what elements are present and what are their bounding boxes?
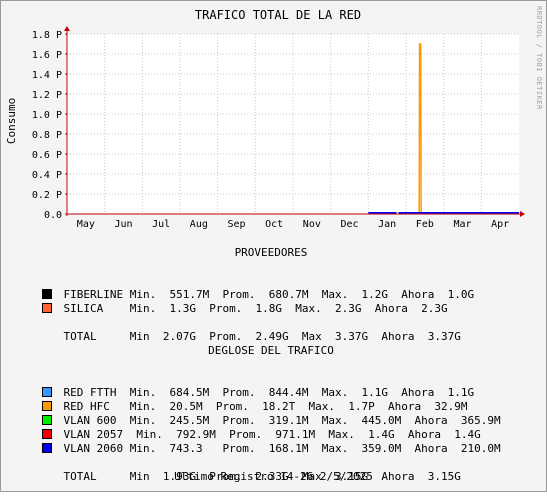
- y-tick-label: 0.0: [44, 210, 62, 221]
- legend-swatch: [41, 387, 52, 397]
- legend-text: RED FTTH Min. 684.5M Prom. 844.4M Max. 1…: [63, 386, 475, 399]
- x-tick-label: Jun: [114, 219, 132, 230]
- y-tick-label: 1.8 P: [32, 30, 62, 41]
- x-axis-arrow: [520, 211, 525, 217]
- x-tick-label: Jan: [378, 219, 396, 230]
- desglose-total: TOTAL Min 1.93G Prom. 2.33G Max 3.15G Ah…: [15, 456, 461, 483]
- legend-text: RED HFC Min. 20.5M Prom. 18.2T Max. 1.7P…: [63, 400, 468, 413]
- legend-text: SILICA Min. 1.3G Prom. 1.8G Max. 2.3G Ah…: [63, 302, 448, 315]
- y-tick-label: 1.6 P: [32, 50, 62, 61]
- y-axis-arrow: [64, 26, 70, 31]
- x-tick-label: Sep: [227, 219, 245, 230]
- y-tick-label: 0.6 P: [32, 150, 62, 161]
- y-tick-label: 0.2 P: [32, 190, 62, 201]
- legend-swatch: [41, 429, 52, 439]
- y-tick-label: 0.8 P: [32, 130, 62, 141]
- axes: [64, 26, 525, 217]
- legend-text: FIBERLINE Min. 551.7M Prom. 680.7M Max. …: [63, 288, 475, 301]
- series-line: [418, 43, 422, 215]
- legend-swatch: [41, 303, 52, 313]
- y-axis-label: Consumo: [5, 98, 18, 144]
- y-tick-label: 1.2 P: [32, 90, 62, 101]
- x-tick-label: Nov: [303, 219, 321, 230]
- legend-row-silica: SILICA Min. 1.3G Prom. 1.8G Max. 2.3G Ah…: [15, 288, 448, 315]
- legend-text: VLAN 600 Min. 245.5M Prom. 319.1M Max. 4…: [63, 414, 501, 427]
- last-update: Ultimo Registro 14-26 2/5/2025: [174, 470, 373, 483]
- legend-row-vlan-600: VLAN 600 Min. 245.5M Prom. 319.1M Max. 4…: [15, 400, 501, 427]
- chart-title: TRAFICO TOTAL DE LA RED: [195, 8, 361, 22]
- y-tick-label: 0.4 P: [32, 170, 62, 181]
- legend-row-red-hfc: RED HFC Min. 20.5M Prom. 18.2T Max. 1.7P…: [15, 386, 467, 413]
- total-text: TOTAL Min 2.07G Prom. 2.49G Max 3.37G Ah…: [63, 330, 461, 343]
- legend-swatch: [41, 289, 52, 299]
- x-tick-label: Dec: [340, 219, 358, 230]
- x-ticks: May Jun Jul Aug Sep Oct Nov Dec Jan Feb Mar Apr: [77, 219, 509, 230]
- desglose-title: DEGLOSE DEL TRAFICO: [208, 344, 334, 357]
- x-tick-label: Jul: [152, 219, 170, 230]
- x-tick-label: Oct: [265, 219, 283, 230]
- legend-swatch: [41, 401, 52, 411]
- traffic-chart: TRAFICO TOTAL DE LA RED Consumo RRDTOOL …: [5, 6, 543, 230]
- total-text: TOTAL Min 1.93G Prom. 2.33G Max 3.15G Ah…: [63, 470, 461, 483]
- legend-row-vlan-2060: VLAN 2060 Min. 743.3 Prom. 168.1M Max. 3…: [15, 428, 501, 455]
- series-layer: [368, 43, 519, 215]
- legend-row-fiberline: FIBERLINE Min. 551.7M Prom. 680.7M Max. …: [15, 274, 474, 301]
- legend-row-red-ftth: RED FTTH Min. 684.5M Prom. 844.4M Max. 1…: [15, 372, 474, 399]
- x-tick-label: Apr: [491, 219, 509, 230]
- x-tick-label: May: [77, 219, 95, 230]
- legend-swatch: [41, 443, 52, 453]
- x-tick-label: Aug: [190, 219, 208, 230]
- legend-swatch: [41, 415, 52, 425]
- watermark: RRDTOOL / TOBI OETIKER: [535, 6, 543, 110]
- y-ticks: 0.0 0.2 P 0.4 P 0.6 P 0.8 P 1.0 P 1.2 P 1.4 P 1.…: [32, 30, 62, 221]
- legend-row-vlan-2057: VLAN 2057 Min. 792.9M Prom. 971.1M Max. …: [15, 414, 481, 441]
- x-tick-label: Feb: [416, 219, 434, 230]
- legend-text: VLAN 2057 Min. 792.9M Prom. 971.1M Max. …: [63, 428, 481, 441]
- proveedores-total: TOTAL Min 2.07G Prom. 2.49G Max 3.37G Ah…: [15, 316, 461, 343]
- legend-text: VLAN 2060 Min. 743.3 Prom. 168.1M Max. 3…: [63, 442, 501, 455]
- y-tick-label: 1.4 P: [32, 70, 62, 81]
- y-tick-label: 1.0 P: [32, 110, 62, 121]
- x-tick-label: Mar: [453, 219, 471, 230]
- grid: [65, 33, 519, 215]
- proveedores-title: PROVEEDORES: [234, 246, 308, 259]
